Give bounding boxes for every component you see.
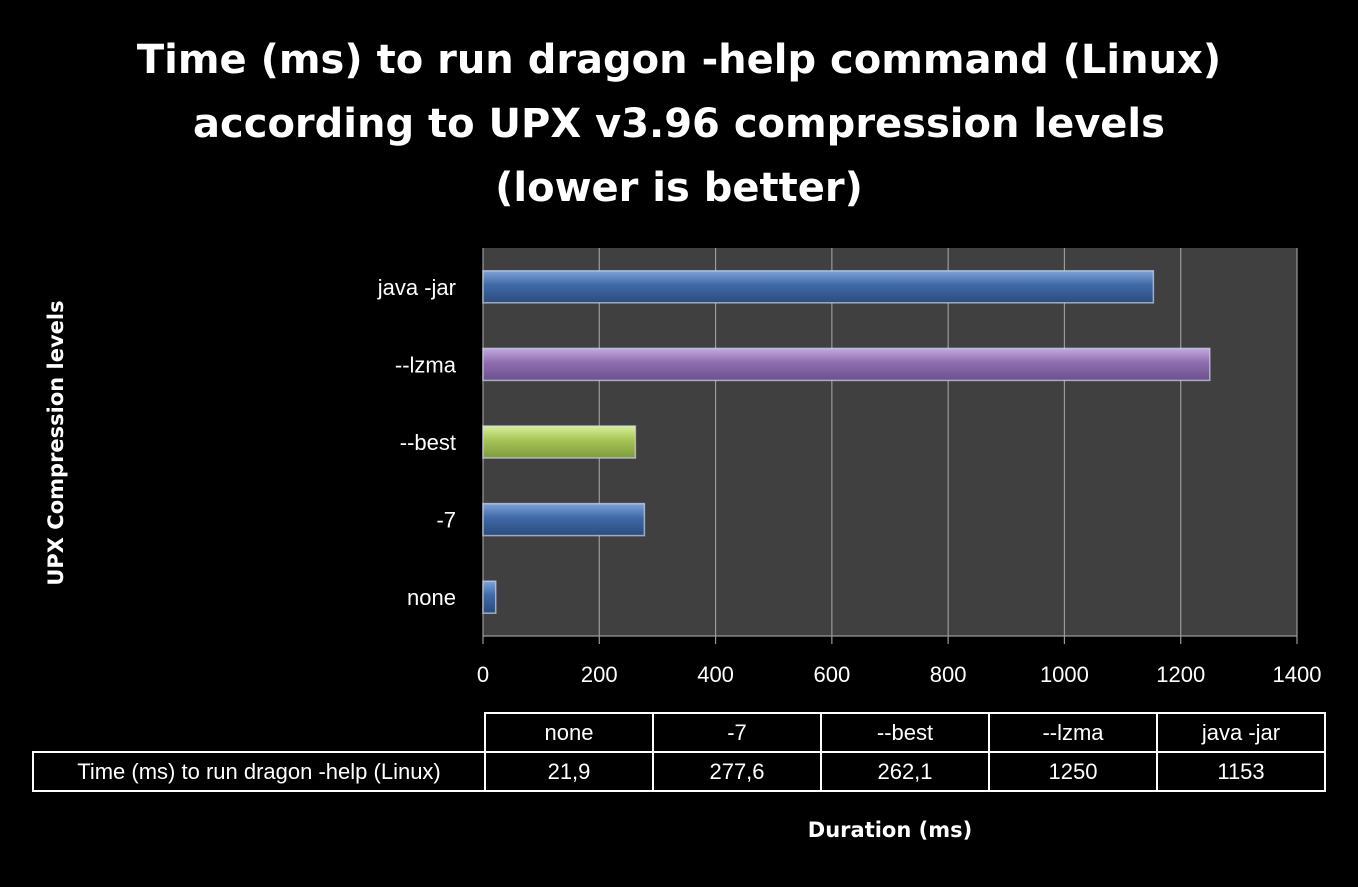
bar-lzma [482,347,1211,382]
data-table-header: java -jar [1156,712,1326,753]
x-tick-label: 0 [477,662,489,687]
x-tick-label: 200 [581,662,618,687]
data-table-header: --best [820,712,990,753]
data-table-value: 1250 [988,751,1158,792]
x-tick-label: 800 [930,662,967,687]
x-tick-label: 1200 [1156,662,1205,687]
category-label: none [407,585,456,610]
category-label: java -jar [377,275,456,300]
data-table: none -7 --best --lzma java -jar Time (ms… [32,712,1326,792]
bar-best [482,425,637,459]
x-axis-label: Duration (ms) [807,818,973,842]
data-table-value: 1153 [1156,751,1326,792]
data-table-header-row: none -7 --best --lzma java -jar [33,712,1326,753]
x-tick-label: 1400 [1273,662,1322,687]
data-table-corner [33,713,485,752]
x-tick-labels: 0 200 400 600 800 1000 1200 1400 [477,662,1322,687]
bar-none [482,580,497,614]
data-table-header: --lzma [988,712,1158,753]
category-label: --best [400,430,456,455]
bar-java-jar [482,270,1155,304]
data-table-value: 277,6 [652,751,822,792]
category-label: -7 [436,508,456,533]
data-table-value: 262,1 [820,751,990,792]
data-table-value: 21,9 [484,751,654,792]
bars [482,270,1211,614]
x-tick-label: 600 [813,662,850,687]
category-label: --lzma [395,352,457,377]
chart-title-line-1: Time (ms) to run dragon -help command (L… [136,37,1222,83]
category-labels: none -7 --best --lzma java -jar [377,275,457,610]
chart-title-line-3: (lower is better) [495,165,863,211]
chart-title: Time (ms) to run dragon -help command (L… [0,28,1358,220]
data-table-header: none [484,712,654,753]
data-table-row-label: Time (ms) to run dragon -help (Linux) [32,751,486,792]
bar-7 [482,502,646,537]
chart-title-line-2: according to UPX v3.96 compression level… [193,101,1165,147]
x-tick-label: 1000 [1040,662,1089,687]
x-tick-label: 400 [697,662,734,687]
data-table-value-row: Time (ms) to run dragon -help (Linux) 21… [32,751,1326,792]
data-table-header: -7 [652,712,822,753]
